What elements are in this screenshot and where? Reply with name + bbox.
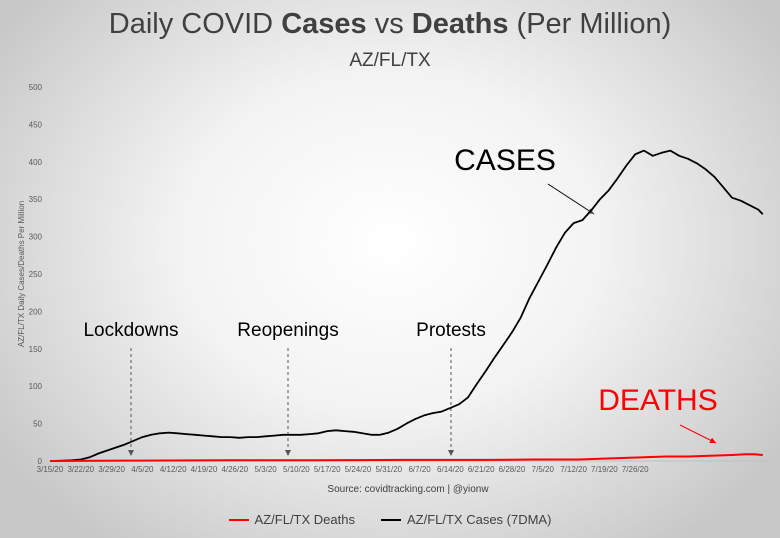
legend-item-deaths: AZ/FL/TX Deaths <box>228 512 355 527</box>
annotation-protests: Protests <box>416 320 486 341</box>
x-tick-label: 5/31/20 <box>375 465 402 474</box>
x-tick-label: 3/15/20 <box>37 465 64 474</box>
y-tick-label: 400 <box>29 158 43 167</box>
x-tick-label: 7/19/20 <box>591 465 618 474</box>
x-tick-label: 5/10/20 <box>283 465 310 474</box>
y-tick-label: 150 <box>29 345 43 354</box>
legend-swatch-cases <box>380 518 401 521</box>
y-tick-label: 500 <box>29 83 43 92</box>
x-tick-label: 4/19/20 <box>191 465 218 474</box>
annotation-lockdowns: Lockdowns <box>83 320 178 341</box>
y-tick-label: 0 <box>38 457 43 466</box>
x-tick-label: 7/12/20 <box>560 465 587 474</box>
chart-title: Daily COVID Cases vs Deaths (Per Million… <box>108 8 672 40</box>
y-axis-label: AZ/FL/TX Daily Cases/Deaths Per Million <box>17 201 26 347</box>
x-tick-label: 4/26/20 <box>221 465 248 474</box>
y-tick-label: 100 <box>29 382 43 391</box>
legend-swatch-deaths <box>228 518 249 521</box>
y-tick-label: 50 <box>33 420 42 429</box>
annotation-reopenings: Reopenings <box>237 320 338 341</box>
y-tick-label: 250 <box>29 270 43 279</box>
chart-subtitle: AZ/FL/TX <box>349 50 431 71</box>
series-line-cases <box>49 149 764 462</box>
source-text: Source: covidtracking.com | @yionw <box>327 484 489 495</box>
x-tick-label: 7/5/20 <box>532 465 555 474</box>
annotation-arrows <box>128 183 717 456</box>
y-tick-label: 300 <box>29 233 43 242</box>
x-tick-label: 5/3/20 <box>254 465 277 474</box>
y-tick-label: 350 <box>29 195 43 204</box>
annotation-labels: Lockdowns Reopenings Protests CASES DEATHS <box>83 144 717 417</box>
x-tick-label: 5/17/20 <box>314 465 341 474</box>
x-tick-label: 4/5/20 <box>131 465 154 474</box>
x-tick-label: 7/26/20 <box>622 465 649 474</box>
series-line-deaths <box>49 453 763 462</box>
legend-item-cases: AZ/FL/TX Cases (7DMA) <box>380 512 552 527</box>
annotation-cases: CASES <box>454 144 556 177</box>
y-axis-ticks: 0 50 100 150 200 250 300 350 400 450 500 <box>29 83 43 466</box>
x-tick-label: 6/7/20 <box>408 465 431 474</box>
x-tick-label: 5/24/20 <box>345 465 372 474</box>
x-tick-label: 6/28/20 <box>499 465 526 474</box>
cases-arrow <box>547 183 595 215</box>
y-tick-label: 450 <box>29 120 43 129</box>
x-tick-label: 3/22/20 <box>67 465 94 474</box>
series-lines <box>49 149 764 462</box>
deaths-arrow <box>679 424 717 444</box>
x-tick-label: 6/21/20 <box>468 465 495 474</box>
x-tick-label: 4/12/20 <box>160 465 187 474</box>
x-tick-label: 6/14/20 <box>437 465 464 474</box>
x-axis-ticks: 3/15/20 3/22/20 3/29/20 4/5/20 4/12/20 4/19/2… <box>37 465 649 474</box>
legend-label-cases: AZ/FL/TX Cases (7DMA) <box>406 512 552 527</box>
legend-label-deaths: AZ/FL/TX Deaths <box>254 512 355 527</box>
legend: AZ/FL/TX Deaths AZ/FL/TX Cases (7DMA) <box>0 512 780 527</box>
x-tick-label: 3/29/20 <box>98 465 125 474</box>
y-tick-label: 200 <box>29 307 43 316</box>
annotation-deaths: DEATHS <box>598 384 717 417</box>
